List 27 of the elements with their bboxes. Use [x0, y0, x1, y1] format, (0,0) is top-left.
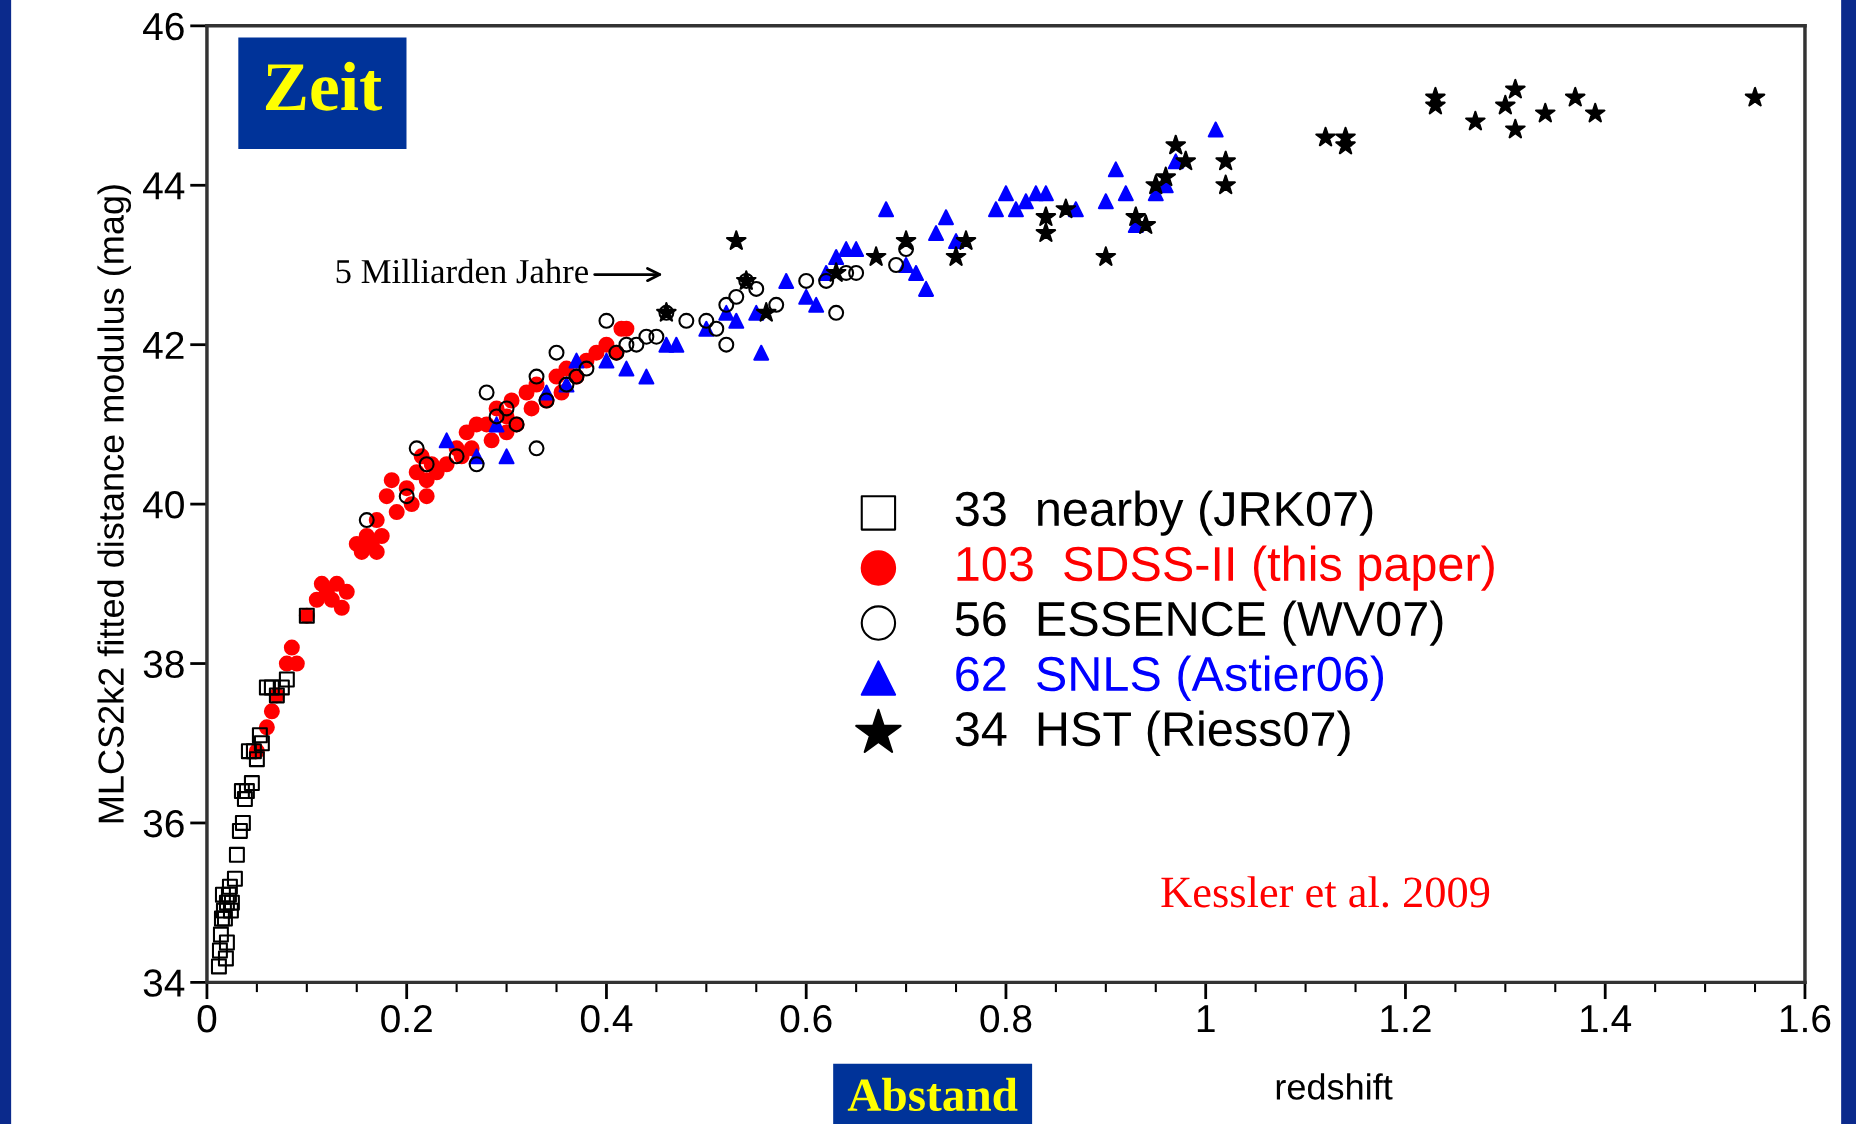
y-axis-title: MLCS2k2 fitted distance modulus (mag)	[97, 185, 132, 823]
x-tick-label: 0.8	[980, 1004, 1032, 1033]
y-tick-label: 42	[143, 331, 184, 359]
x-tick-label: 1.4	[1581, 1005, 1632, 1033]
y-tick-label: 36	[143, 809, 184, 838]
x-axis-title: redshift	[1276, 1073, 1393, 1100]
x-tick-label: 1.2	[1381, 1004, 1431, 1033]
annotation: Zeit	[265, 61, 382, 111]
legend-label: 56 ESSENCE (WV07)	[955, 600, 1443, 646]
legend-label: 33 nearby (JRK07)	[955, 490, 1373, 536]
x-tick-label: 0	[197, 1004, 217, 1033]
x-tick-label: 0.2	[381, 1004, 432, 1033]
legend-label: 34 HST (Riess07)	[955, 710, 1350, 756]
x-tick-label: 1.6	[1780, 1004, 1831, 1033]
annotation: Kessler et al. 2009	[1161, 876, 1490, 908]
text: Abstand	[847, 1077, 1018, 1112]
y-tick-label: 38	[143, 650, 184, 679]
legend-label: 62 SNLS (Astier06)	[956, 655, 1384, 701]
y-tick-label: 44	[143, 172, 185, 200]
x-tick-label: 0.4	[580, 1004, 633, 1033]
legend-label: 103 SDSS-II (this paper)	[957, 545, 1494, 591]
y-tick-label: 46	[143, 12, 184, 41]
x-tick-label: 0.6	[780, 1004, 832, 1033]
x-tick-label: 1	[1197, 1005, 1215, 1033]
y-tick-label: 34	[143, 969, 185, 997]
y-tick-label: 40	[143, 491, 184, 519]
annotation: 5 Milliarden Jahre	[336, 258, 588, 284]
